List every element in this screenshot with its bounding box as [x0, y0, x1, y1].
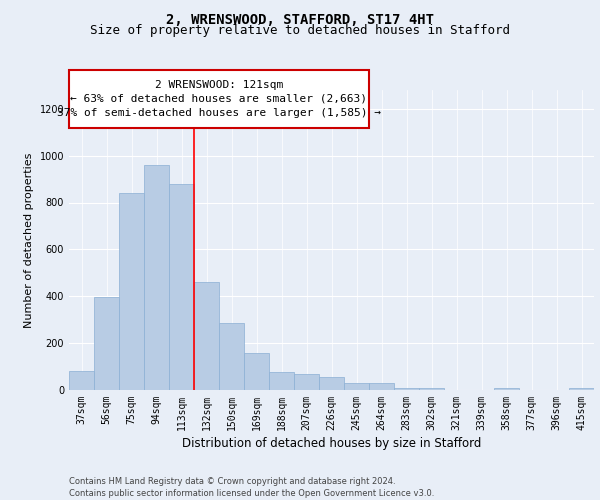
Bar — [494, 388, 519, 390]
Y-axis label: Number of detached properties: Number of detached properties — [24, 152, 34, 328]
Bar — [69, 371, 94, 390]
Text: Contains HM Land Registry data © Crown copyright and database right 2024.: Contains HM Land Registry data © Crown c… — [69, 478, 395, 486]
Bar — [194, 282, 219, 390]
Bar — [144, 165, 169, 390]
Bar — [369, 384, 394, 390]
Bar — [569, 388, 594, 390]
Bar — [394, 388, 419, 390]
Bar — [119, 193, 144, 390]
Bar — [419, 388, 444, 390]
Bar — [269, 372, 294, 390]
Bar — [244, 352, 269, 390]
X-axis label: Distribution of detached houses by size in Stafford: Distribution of detached houses by size … — [182, 437, 481, 450]
Text: Size of property relative to detached houses in Stafford: Size of property relative to detached ho… — [90, 24, 510, 37]
Text: 2, WRENSWOOD, STAFFORD, ST17 4HT: 2, WRENSWOOD, STAFFORD, ST17 4HT — [166, 12, 434, 26]
Bar — [344, 383, 369, 390]
Bar — [294, 374, 319, 390]
Bar — [219, 323, 244, 390]
Bar — [94, 298, 119, 390]
Bar — [169, 184, 194, 390]
Text: 2 WRENSWOOD: 121sqm
← 63% of detached houses are smaller (2,663)
37% of semi-det: 2 WRENSWOOD: 121sqm ← 63% of detached ho… — [57, 80, 381, 118]
Text: Contains public sector information licensed under the Open Government Licence v3: Contains public sector information licen… — [69, 489, 434, 498]
Bar — [319, 377, 344, 390]
